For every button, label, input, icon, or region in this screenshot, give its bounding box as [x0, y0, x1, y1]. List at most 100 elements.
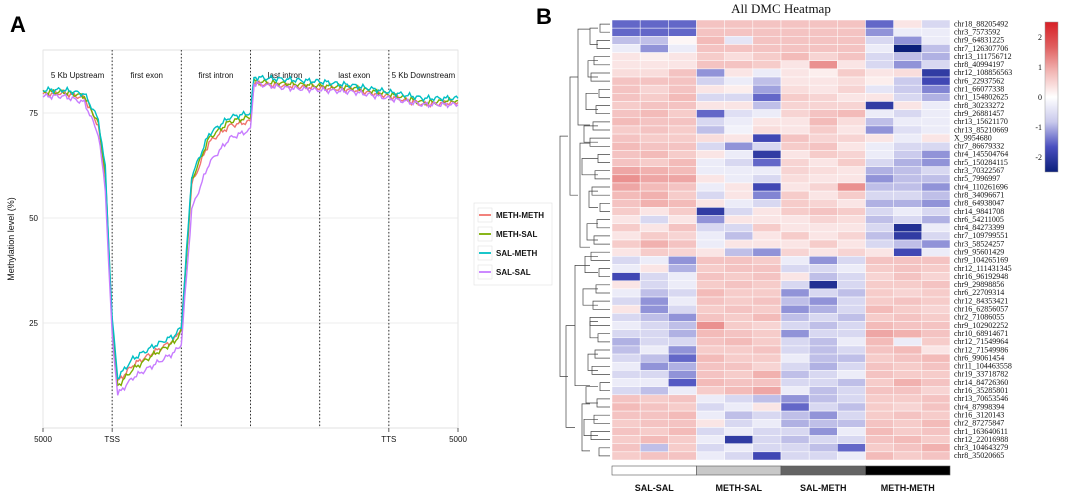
heatmap-cell [696, 44, 725, 53]
heatmap-cell [837, 141, 866, 151]
heatmap-cell [611, 60, 641, 70]
heatmap-cell [893, 109, 923, 119]
heatmap-cell [893, 52, 923, 61]
heatmap-cell [724, 451, 754, 461]
heatmap-cell [893, 402, 923, 412]
heatmap-cell [780, 321, 810, 330]
heatmap-cell [893, 36, 923, 45]
heatmap-cell [921, 215, 951, 224]
heatmap-cell [865, 313, 894, 322]
heatmap-cell [724, 337, 754, 347]
heatmap-cell [921, 427, 951, 436]
heatmap-cell [837, 150, 866, 159]
heatmap-cell [611, 207, 641, 216]
heatmap-cell [668, 378, 697, 387]
row-label: chr1_66077338 [954, 85, 1004, 94]
heatmap-cell [611, 256, 641, 265]
heatmap-cell [696, 451, 725, 461]
heatmap-cell [668, 264, 697, 273]
heatmap-cell [696, 52, 725, 61]
heatmap-cell [668, 296, 697, 306]
heatmap-cell [752, 150, 782, 159]
heatmap-cell [752, 304, 782, 314]
heatmap-cell [639, 231, 669, 241]
row-label: chr4_110261696 [954, 182, 1008, 191]
heatmap-cell [752, 256, 782, 265]
heatmap-cell [668, 370, 697, 379]
heatmap-cell [668, 68, 697, 78]
heatmap-cell [724, 247, 754, 257]
heatmap-cell [639, 402, 669, 412]
heatmap-cell [696, 256, 725, 265]
row-label: chr6_99061454 [954, 353, 1004, 362]
dendrogram-branch [585, 386, 598, 404]
heatmap-cell [865, 272, 894, 281]
heatmap-cell [837, 76, 866, 86]
heatmap-cell [921, 272, 951, 281]
heatmap-cell [921, 386, 951, 396]
heatmap-cell [724, 321, 754, 330]
heatmap-cell [668, 386, 697, 396]
heatmap-cell [808, 207, 838, 216]
heatmap-cell [865, 345, 894, 355]
heatmap-cell [893, 182, 923, 192]
heatmap-cell [780, 386, 810, 396]
row-label: chr4_145504764 [954, 150, 1008, 159]
heatmap-cell [611, 223, 641, 233]
heatmap-cell [893, 101, 923, 110]
heatmap-cell [752, 394, 782, 404]
heatmap-cell [808, 419, 838, 428]
row-label: chr16_3120143 [954, 410, 1004, 419]
heatmap-cell [668, 329, 697, 339]
heatmap-cell [837, 419, 866, 428]
heatmap-cell [752, 337, 782, 347]
heatmap-cell [865, 174, 894, 184]
heatmap-cell [837, 166, 866, 176]
heatmap-cell [893, 215, 923, 224]
heatmap-cell [893, 199, 923, 208]
heatmap-cell [696, 231, 725, 241]
heatmap-cell [893, 19, 923, 29]
heatmap-cell [808, 321, 838, 330]
heatmap-cell [808, 125, 838, 135]
heatmap-cell [808, 93, 838, 102]
group-bar [865, 465, 951, 476]
heatmap-cell [696, 207, 725, 216]
dendrogram-branch [583, 125, 598, 143]
heatmap-cell [865, 451, 894, 461]
heatmap-cell [611, 158, 641, 167]
dendrogram-branch [595, 105, 610, 115]
heatmap-cell [921, 182, 951, 192]
heatmap-cell [837, 321, 866, 330]
heatmap-cell [611, 93, 641, 102]
heatmap-cell [639, 337, 669, 347]
heatmap-cell [668, 337, 697, 347]
heatmap-cell [724, 190, 754, 200]
heatmap-cell [837, 174, 866, 184]
heatmap-cell [837, 199, 866, 208]
heatmap-cell [611, 337, 641, 347]
heatmap-cell [611, 370, 641, 379]
heatmap-cell [837, 394, 866, 404]
heatmap-cell [780, 117, 810, 127]
heatmap-cell [668, 133, 697, 143]
heatmap-cell [639, 27, 669, 37]
heatmap-cell [611, 451, 641, 461]
heatmap-cell [921, 296, 951, 306]
heatmap-cell [921, 125, 951, 135]
heatmap-cell [611, 239, 641, 249]
heatmap-cell [865, 435, 894, 444]
heatmap-cell [837, 353, 866, 363]
heatmap-cell [865, 19, 894, 29]
heatmap-cell [752, 190, 782, 200]
row-label: chr8_40994197 [954, 60, 1004, 69]
dendrogram-branch [595, 284, 610, 294]
heatmap-cell [893, 247, 923, 257]
heatmap-cell [865, 101, 894, 110]
heatmap-cell [921, 44, 951, 53]
heatmap-cell [668, 199, 697, 208]
heatmap-cell [611, 182, 641, 192]
heatmap-cell [780, 394, 810, 404]
heatmap-cell [752, 410, 782, 420]
